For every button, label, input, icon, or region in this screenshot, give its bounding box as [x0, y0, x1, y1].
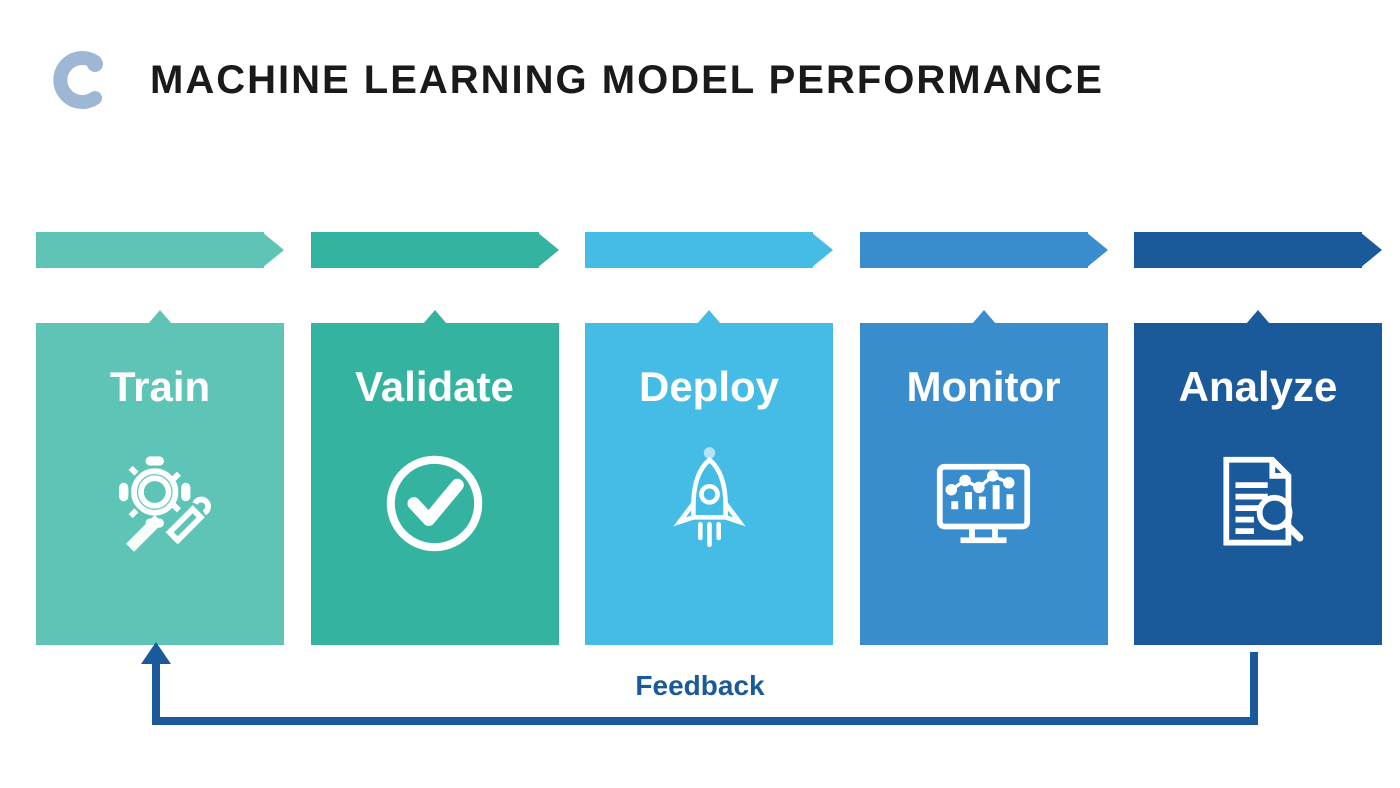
arrow-strip [585, 232, 833, 268]
document-magnify-icon [1201, 446, 1316, 561]
arrow-strip [1134, 232, 1382, 268]
card-pointer [148, 310, 172, 324]
checkmark-circle-icon [377, 446, 492, 561]
feedback-line-right [1250, 652, 1258, 725]
stage-card: Monitor [860, 323, 1108, 645]
stage-label: Validate [355, 363, 514, 411]
stage-label: Deploy [639, 363, 779, 411]
stage-label: Monitor [907, 363, 1061, 411]
gear-tools-icon [103, 446, 218, 561]
page-title: MACHINE LEARNING MODEL PERFORMANCE [150, 58, 1104, 103]
feedback-line-horizontal [152, 717, 1258, 725]
stage-card: Train [36, 323, 284, 645]
feedback-arrowhead [141, 642, 171, 664]
stage-label: Analyze [1179, 363, 1338, 411]
card-pointer [423, 310, 447, 324]
card-pointer [972, 310, 996, 324]
stage-card: Validate [311, 323, 559, 645]
arrow-strip [860, 232, 1108, 268]
monitor-chart-icon [926, 446, 1041, 561]
stage-label: Train [110, 363, 210, 411]
feedback-label: Feedback [635, 670, 764, 702]
header: MACHINE LEARNING MODEL PERFORMANCE [0, 0, 1400, 110]
stage-deploy: Deploy [585, 232, 833, 645]
stage-train: Train [36, 232, 284, 645]
stages-row: Train Validate Deploy [36, 232, 1382, 645]
feedback-line-left [152, 660, 160, 725]
stage-card: Deploy [585, 323, 833, 645]
rocket-icon [652, 446, 767, 561]
arrow-strip [311, 232, 559, 268]
card-pointer [697, 310, 721, 324]
logo-icon [50, 50, 110, 110]
stage-validate: Validate [311, 232, 559, 645]
stage-card: Analyze [1134, 323, 1382, 645]
stage-analyze: Analyze [1134, 232, 1382, 645]
card-pointer [1246, 310, 1270, 324]
stage-monitor: Monitor [860, 232, 1108, 645]
arrow-strip [36, 232, 284, 268]
